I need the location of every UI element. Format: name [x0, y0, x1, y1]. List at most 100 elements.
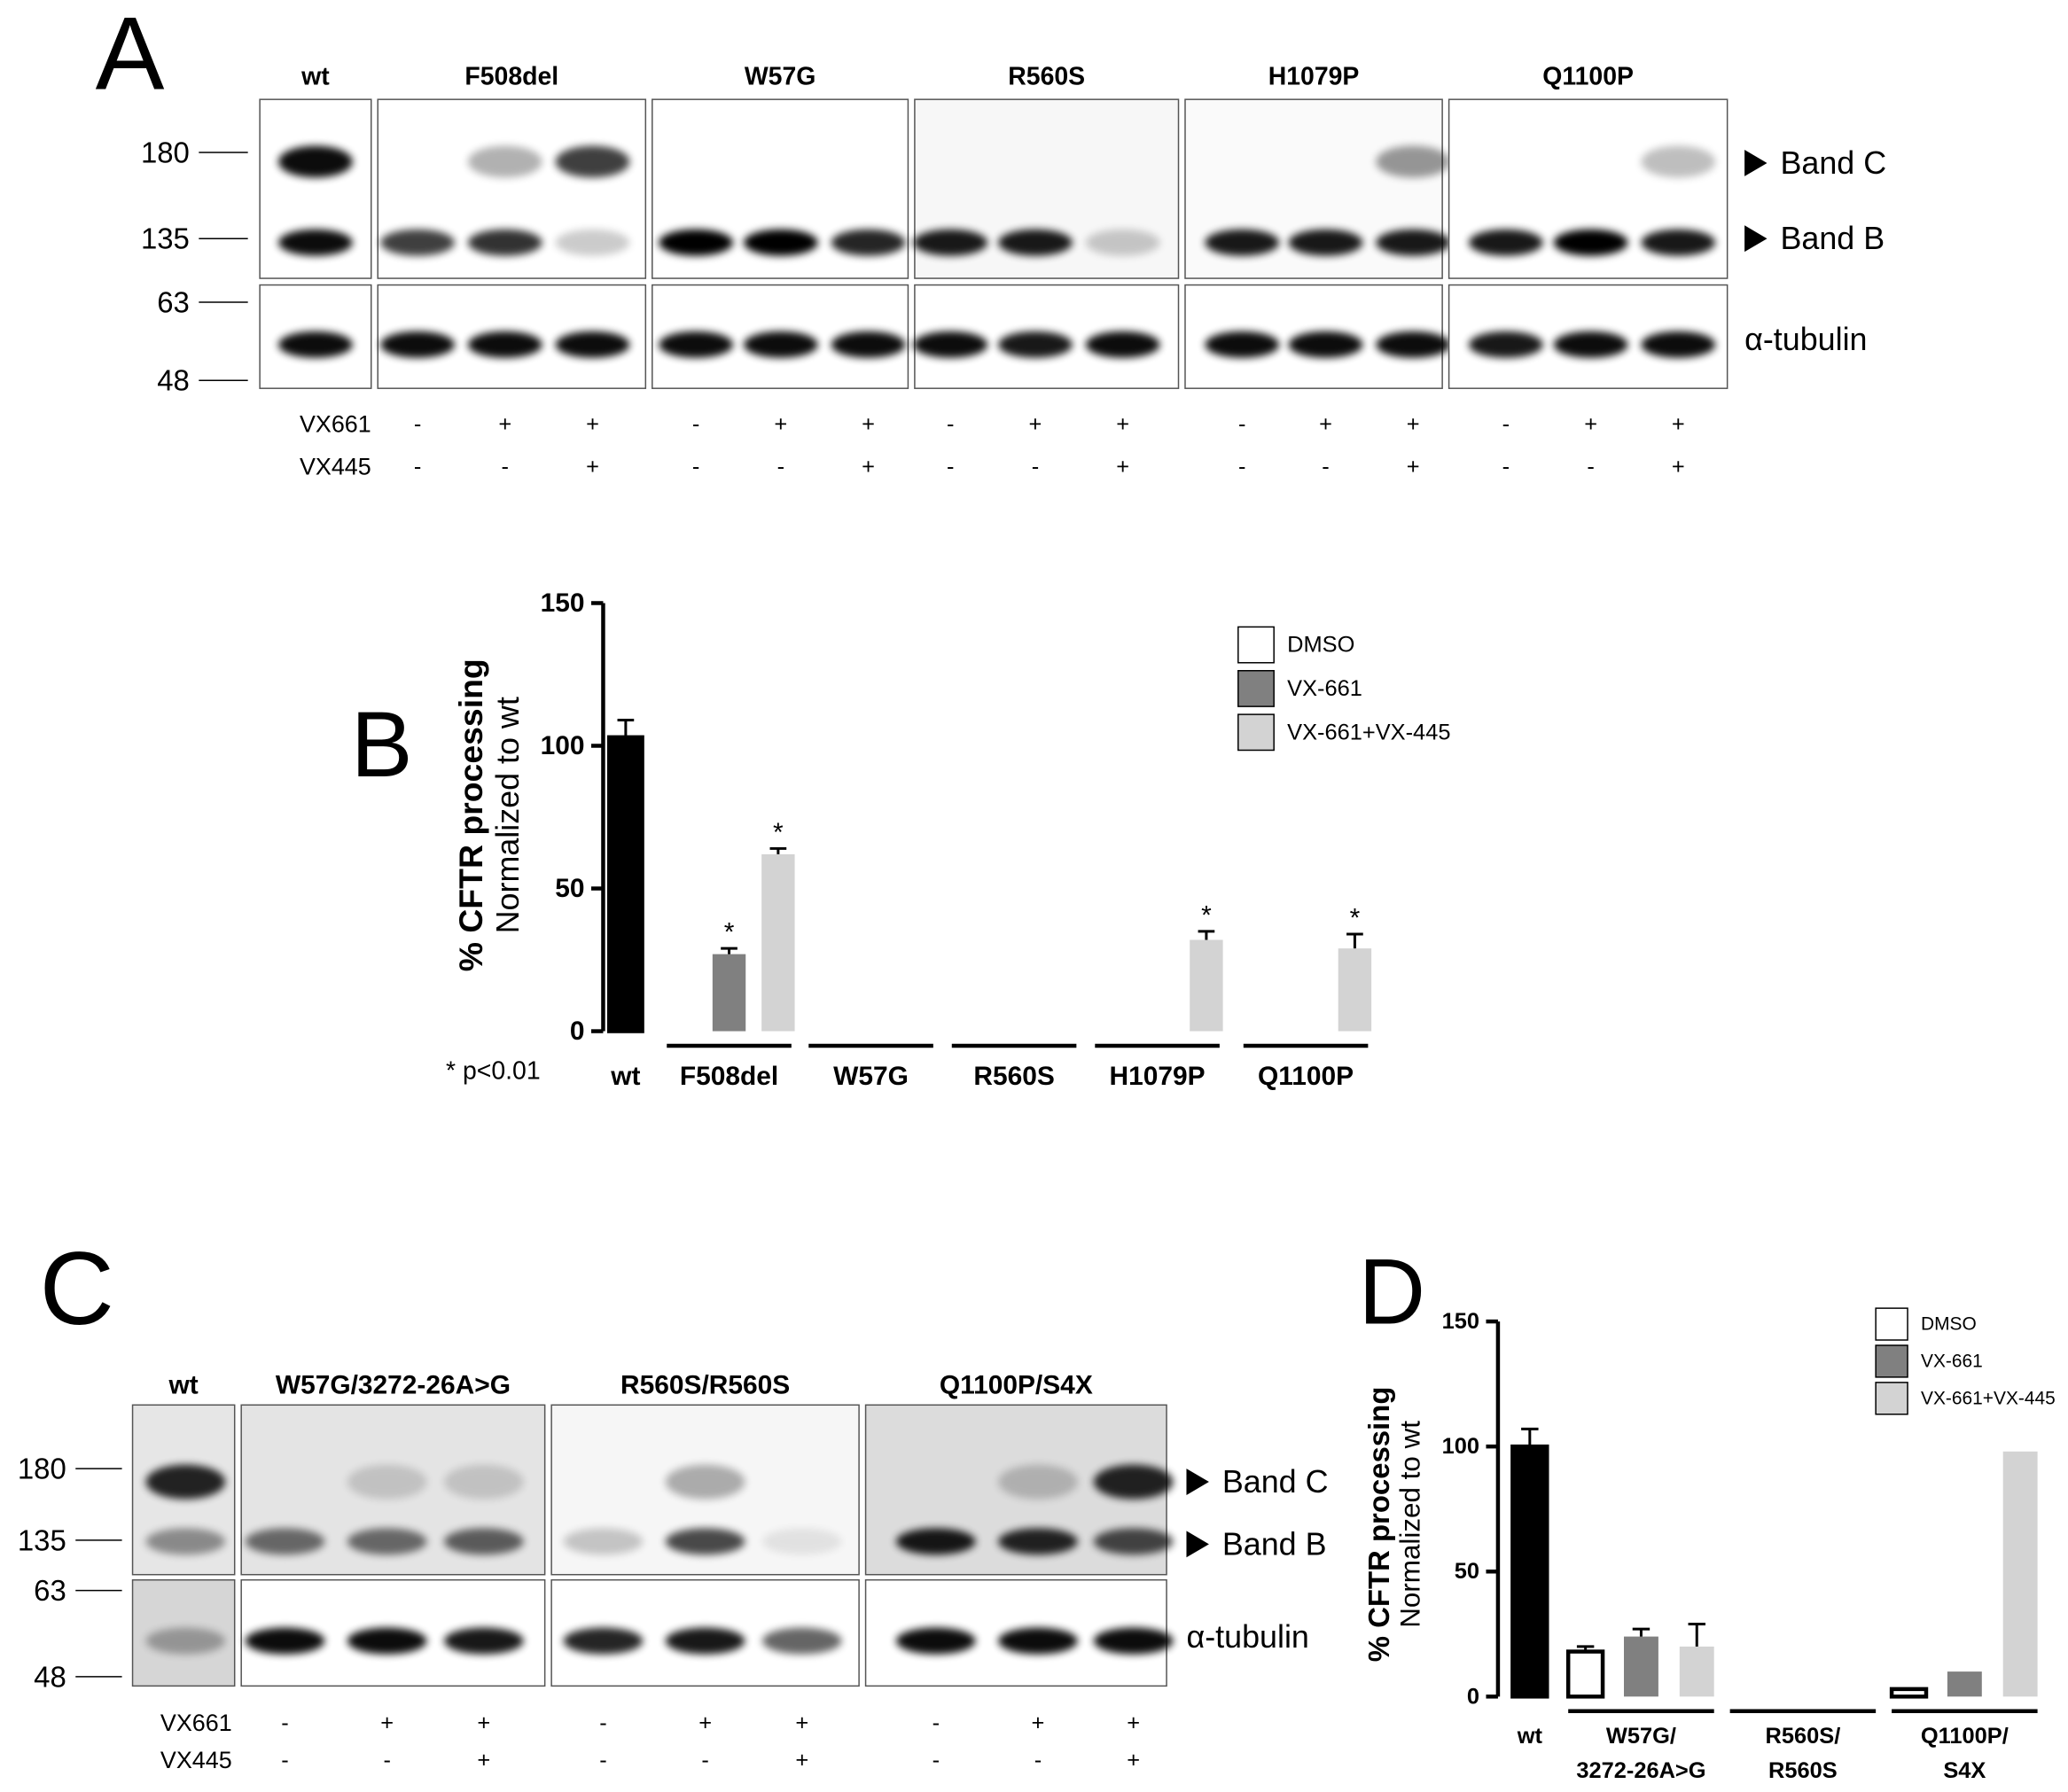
band [443, 1627, 524, 1655]
treatment-sign: + [1116, 454, 1129, 479]
mw-marker: 180 [18, 1453, 66, 1485]
band [1641, 145, 1716, 178]
lane-header: W57G/3272-26A>G [276, 1370, 511, 1399]
lane-header: wt [300, 63, 330, 91]
band [1085, 229, 1160, 256]
legend-swatch [1875, 1382, 1908, 1415]
treatment-sign: + [1584, 412, 1597, 437]
band [998, 1627, 1078, 1655]
treatment-sign: + [477, 1710, 490, 1735]
band [743, 331, 818, 358]
band [913, 331, 988, 358]
treatment-sign: - [1502, 454, 1510, 479]
x-tick-label: S4X [1943, 1758, 1986, 1783]
band [443, 1464, 524, 1500]
treatment-sign: - [1238, 412, 1245, 437]
band [1288, 229, 1363, 256]
treatment-sign: - [1032, 454, 1039, 479]
band [1641, 331, 1716, 358]
band [555, 331, 630, 358]
x-tick-label: R560S [973, 1062, 1054, 1091]
band [1641, 229, 1716, 256]
treatment-name: VX445 [160, 1747, 232, 1773]
treatment-sign: - [947, 454, 954, 479]
treatment-sign: - [281, 1748, 288, 1773]
bar [1624, 1636, 1658, 1697]
band [1288, 331, 1363, 358]
treatment-sign: - [414, 412, 421, 437]
panel-letter: C [40, 1230, 114, 1346]
bar [1190, 939, 1223, 1032]
treatment-sign: - [692, 454, 699, 479]
treatment-sign: - [777, 454, 784, 479]
band [1376, 331, 1451, 358]
band [743, 229, 818, 256]
arrowhead [1186, 1531, 1209, 1558]
band [1205, 229, 1280, 256]
band [659, 331, 734, 358]
legend-swatch [1875, 1344, 1908, 1378]
legend-swatch [1237, 626, 1275, 664]
lane-header: F508del [464, 63, 558, 91]
treatment-sign: + [586, 454, 599, 479]
band [998, 229, 1073, 256]
y-tick-label: 150 [1442, 1309, 1479, 1334]
lane-header: Q1100P [1542, 63, 1634, 91]
treatment-sign: + [795, 1710, 808, 1735]
bar [1947, 1671, 1982, 1697]
treatment-sign: - [947, 412, 954, 437]
band [1469, 229, 1543, 256]
bar [761, 853, 795, 1032]
band [145, 1528, 226, 1555]
y-tick-label: 50 [1455, 1559, 1479, 1584]
treatment-sign: - [383, 1748, 390, 1773]
bar [1565, 1649, 1605, 1699]
legend-label: VX-661+VX-445 [1287, 720, 1450, 744]
band [895, 1627, 976, 1655]
band [245, 1528, 325, 1555]
bar [1510, 1444, 1549, 1699]
treatment-sign: + [795, 1748, 808, 1773]
y-axis-subtitle: Normalized to wt [490, 697, 526, 933]
y-axis-title: % CFTR processing [1362, 1387, 1395, 1663]
treatment-sign: + [1407, 412, 1420, 437]
treatment-sign: - [414, 454, 421, 479]
band [1093, 1464, 1174, 1500]
band [563, 1528, 644, 1555]
x-tick-label: wt [610, 1062, 640, 1091]
lane-header: wt [168, 1370, 199, 1399]
treatment-sign: - [1587, 454, 1594, 479]
lane-header: H1079P [1268, 63, 1360, 91]
y-tick-label: 100 [1442, 1434, 1479, 1459]
band [998, 1528, 1078, 1555]
band [278, 331, 353, 358]
mw-marker: 180 [141, 136, 190, 168]
band [347, 1464, 427, 1500]
legend-label: DMSO [1921, 1314, 1977, 1335]
band [467, 229, 542, 256]
treatment-sign: - [692, 412, 699, 437]
treatment-name: VX661 [300, 411, 371, 438]
band [555, 229, 630, 256]
bar [606, 735, 644, 1033]
treatment-sign: + [862, 454, 875, 479]
bar [2002, 1451, 2038, 1697]
significance-marker: * [724, 918, 735, 947]
band-label: Band B [1780, 221, 1885, 256]
band [998, 331, 1073, 358]
treatment-sign: - [1238, 454, 1245, 479]
mw-marker: 48 [34, 1660, 66, 1693]
x-tick-label: W57G/ [1606, 1724, 1676, 1749]
bar [1889, 1687, 1929, 1699]
band [467, 145, 542, 178]
treatment-sign: - [502, 454, 509, 479]
legend-label: VX-661 [1921, 1351, 1983, 1371]
lane-header: R560S [1008, 63, 1085, 91]
treatment-sign: - [1034, 1748, 1042, 1773]
arrowhead [1744, 225, 1768, 253]
treatment-sign: - [599, 1748, 606, 1773]
treatment-sign: + [477, 1748, 490, 1773]
x-tick-label: F508del [680, 1062, 778, 1091]
y-tick-label: 50 [555, 874, 584, 903]
